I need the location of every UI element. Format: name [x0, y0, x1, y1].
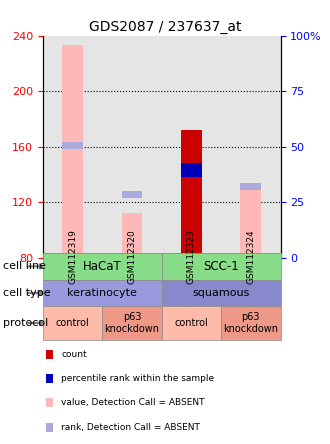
- Text: rank, Detection Call = ABSENT: rank, Detection Call = ABSENT: [61, 423, 200, 432]
- Text: GSM112320: GSM112320: [127, 229, 137, 284]
- Bar: [240, 186, 261, 258]
- Text: GSM112319: GSM112319: [68, 229, 77, 284]
- Bar: [240, 182, 261, 190]
- Bar: [121, 213, 142, 258]
- Text: percentile rank within the sample: percentile rank within the sample: [61, 374, 214, 383]
- Bar: [62, 45, 83, 258]
- Bar: [43, 36, 102, 258]
- Bar: [102, 36, 162, 258]
- Text: GSM112324: GSM112324: [246, 229, 255, 284]
- Text: HaCaT: HaCaT: [83, 260, 122, 273]
- Bar: [62, 143, 83, 149]
- Text: p63
knockdown: p63 knockdown: [105, 312, 159, 334]
- Bar: [181, 130, 202, 258]
- Text: value, Detection Call = ABSENT: value, Detection Call = ABSENT: [61, 398, 205, 408]
- Text: cell line: cell line: [3, 262, 46, 271]
- Text: control: control: [175, 318, 208, 328]
- Text: count: count: [61, 349, 87, 359]
- Text: keratinocyte: keratinocyte: [67, 288, 137, 298]
- Text: GSM112323: GSM112323: [187, 229, 196, 284]
- Bar: [221, 36, 280, 258]
- Text: squamous: squamous: [192, 288, 250, 298]
- Text: cell type: cell type: [3, 288, 51, 298]
- Text: GDS2087 / 237637_at: GDS2087 / 237637_at: [89, 20, 241, 34]
- Bar: [121, 191, 142, 198]
- Text: protocol: protocol: [3, 318, 49, 328]
- Text: control: control: [56, 318, 89, 328]
- Bar: [162, 36, 221, 258]
- Bar: [181, 163, 202, 177]
- Text: SCC-1: SCC-1: [203, 260, 239, 273]
- Text: p63
knockdown: p63 knockdown: [223, 312, 278, 334]
